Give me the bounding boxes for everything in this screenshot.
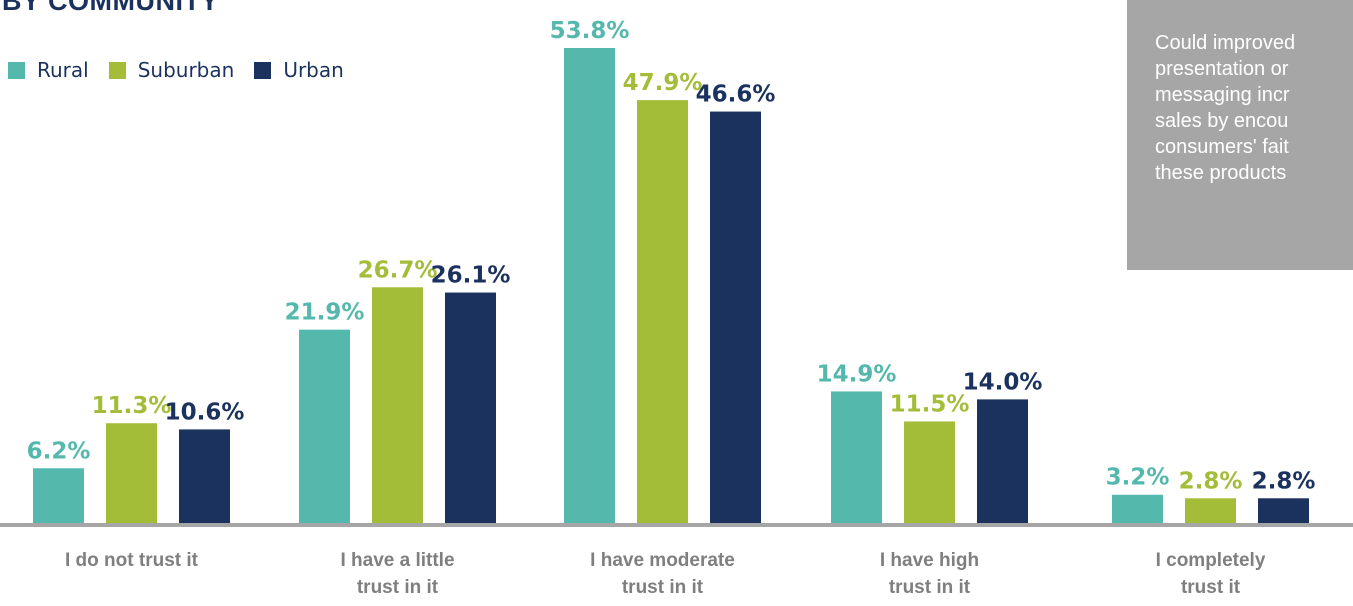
callout-text: Could improved presentation or messaging… xyxy=(1155,32,1296,184)
category-label-4: I have high trust in it xyxy=(880,550,979,598)
bar-urban-5 xyxy=(1258,498,1309,523)
legend-item-urban: Urban xyxy=(254,58,344,82)
legend: Rural Suburban Urban xyxy=(8,58,364,82)
data-label-rural-3: 53.8% xyxy=(550,18,630,44)
x-axis-line xyxy=(0,523,1353,527)
data-label-suburban-3: 47.9% xyxy=(623,70,703,96)
data-label-suburban-2: 26.7% xyxy=(358,257,438,283)
bar-suburban-1 xyxy=(106,423,157,523)
data-label-rural-5: 3.2% xyxy=(1106,465,1170,491)
callout-box: Could improved presentation or messaging… xyxy=(1127,0,1353,270)
legend-label-suburban: Suburban xyxy=(137,58,235,82)
bar-suburban-5 xyxy=(1185,498,1236,523)
data-label-suburban-5: 2.8% xyxy=(1179,468,1243,494)
data-label-urban-2: 26.1% xyxy=(431,263,511,289)
data-label-suburban-4: 11.5% xyxy=(890,391,970,417)
legend-label-urban: Urban xyxy=(283,58,344,82)
bar-rural-1 xyxy=(33,468,84,523)
legend-label-rural: Rural xyxy=(37,58,89,82)
category-label-3: I have moderate trust in it xyxy=(590,550,735,598)
category-label-5: I completely trust it xyxy=(1156,550,1266,598)
legend-swatch-urban xyxy=(254,61,272,79)
bar-suburban-2 xyxy=(372,287,423,523)
bar-urban-4 xyxy=(977,399,1028,523)
data-label-rural-1: 6.2% xyxy=(27,438,91,464)
bar-suburban-4 xyxy=(904,421,955,523)
data-label-urban-5: 2.8% xyxy=(1252,468,1316,494)
legend-item-suburban: Suburban xyxy=(108,58,235,82)
data-label-urban-1: 10.6% xyxy=(165,399,245,425)
chart-title: BY COMMUNITY xyxy=(2,0,220,16)
data-label-rural-2: 21.9% xyxy=(285,300,365,326)
bar-urban-1 xyxy=(179,429,230,523)
bar-rural-2 xyxy=(299,329,350,523)
category-label-1: I do not trust it xyxy=(65,550,199,571)
data-label-suburban-1: 11.3% xyxy=(92,393,172,419)
legend-swatch-suburban xyxy=(108,61,126,79)
bar-rural-4 xyxy=(831,391,882,523)
legend-item-rural: Rural xyxy=(8,58,89,82)
bar-urban-2 xyxy=(445,292,496,523)
bar-rural-3 xyxy=(564,48,615,523)
category-label-2: I have a little trust in it xyxy=(340,550,454,598)
bar-suburban-3 xyxy=(637,100,688,524)
data-label-urban-4: 14.0% xyxy=(963,369,1043,395)
data-label-rural-4: 14.9% xyxy=(817,361,897,387)
bar-rural-5 xyxy=(1112,494,1163,523)
bar-urban-3 xyxy=(710,111,761,523)
data-label-urban-3: 46.6% xyxy=(696,82,776,108)
legend-swatch-rural xyxy=(8,61,25,79)
